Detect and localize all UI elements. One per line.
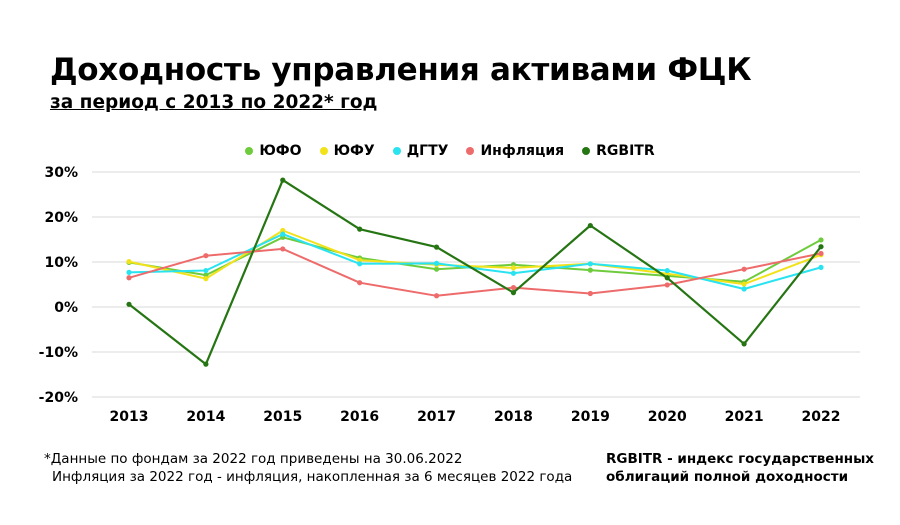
legend-label: ДГТУ: [406, 143, 449, 159]
data-point: [587, 222, 593, 229]
legend-label: Инфляция: [480, 143, 565, 159]
legend-item-dgtu: ДГТУ: [392, 143, 449, 159]
legend-label: ЮФО: [259, 143, 302, 159]
data-point: [433, 260, 440, 266]
y-tick-label: 0%: [54, 300, 78, 316]
y-tick-label: -20%: [39, 390, 78, 406]
data-point: [280, 177, 286, 183]
data-point: [664, 275, 670, 281]
x-tick-label: 2016: [340, 409, 379, 425]
data-point: [357, 261, 363, 267]
y-tick-label: 10%: [44, 255, 78, 271]
series-line: [128, 179, 822, 366]
data-point: [203, 267, 209, 274]
data-point: [510, 265, 517, 271]
data-point: [203, 272, 209, 278]
footnote: *Данные по фондам за 2022 год приведены …: [44, 450, 572, 486]
data-point: [664, 267, 670, 274]
x-tick-label: 2021: [725, 409, 764, 425]
y-tick-label: 20%: [44, 210, 78, 226]
chart-subtitle: за период с 2013 по 2022* год: [50, 92, 378, 113]
data-point: [203, 361, 209, 367]
data-point: [741, 266, 747, 272]
data-point: [741, 341, 747, 347]
rgbitr-note-line-1: RGBITR - индекс государственных: [606, 451, 875, 467]
data-point: [587, 267, 593, 273]
y-tick-label: 30%: [44, 165, 78, 181]
data-point: [357, 257, 363, 263]
x-tick-label: 2018: [494, 409, 533, 425]
x-tick-label: 2019: [571, 409, 610, 425]
data-point: [510, 285, 517, 291]
data-point: [587, 290, 593, 297]
legend-swatch: [245, 147, 254, 155]
data-point: [741, 286, 747, 292]
x-tick-label: 2020: [648, 409, 687, 425]
data-point: [741, 281, 747, 287]
data-point: [433, 244, 440, 250]
data-point: [433, 266, 440, 272]
data-point: [126, 301, 132, 307]
rgbitr-note: RGBITR - индекс государственных облигаци…: [606, 450, 874, 486]
data-point: [510, 290, 517, 296]
data-point: [818, 237, 824, 243]
data-point: [280, 246, 286, 252]
legend-swatch: [392, 147, 401, 155]
legend-item-inflation: Инфляция: [466, 143, 564, 159]
rgbitr-note-line-2: облигаций полной доходности: [606, 469, 849, 485]
legend-label: ЮФУ: [333, 143, 375, 159]
series-line: [128, 247, 822, 297]
data-point: [433, 293, 440, 299]
data-point: [818, 264, 824, 270]
legend-label: RGBITR: [596, 143, 655, 159]
x-tick-label: 2013: [110, 409, 149, 425]
footnote-line-2: Инфляция за 2022 год - инфляция, накопле…: [52, 469, 573, 485]
data-point: [357, 280, 363, 286]
data-point: [818, 250, 824, 257]
legend-swatch: [466, 147, 475, 155]
data-point: [587, 261, 593, 267]
data-point: [126, 258, 132, 265]
legend-item-rgbitr: RGBITR: [582, 143, 655, 159]
legend: ЮФО ЮФУ ДГТУ Инфляция RGBITR: [0, 143, 900, 159]
footnote-line-1: *Данные по фондам за 2022 год приведены …: [44, 451, 463, 467]
legend-swatch: [582, 147, 591, 155]
chart-title: Доходность управления активами ФЦК: [50, 52, 752, 88]
data-point: [510, 270, 517, 276]
legend-swatch: [319, 147, 328, 155]
data-point: [357, 226, 363, 232]
data-point: [664, 282, 670, 288]
data-point: [280, 231, 286, 237]
data-point: [126, 275, 132, 281]
x-tick-label: 2015: [263, 409, 302, 425]
x-tick-label: 2022: [802, 409, 841, 425]
x-tick-label: 2014: [186, 409, 225, 425]
data-point: [203, 253, 209, 259]
legend-item-yufo: ЮФО: [245, 143, 302, 159]
x-tick-label: 2017: [417, 409, 456, 425]
y-tick-label: -10%: [39, 345, 78, 361]
data-point: [818, 244, 824, 250]
data-point: [126, 269, 132, 275]
data-point: [203, 276, 209, 282]
legend-item-yufu: ЮФУ: [319, 143, 375, 159]
data-point: [280, 227, 286, 234]
